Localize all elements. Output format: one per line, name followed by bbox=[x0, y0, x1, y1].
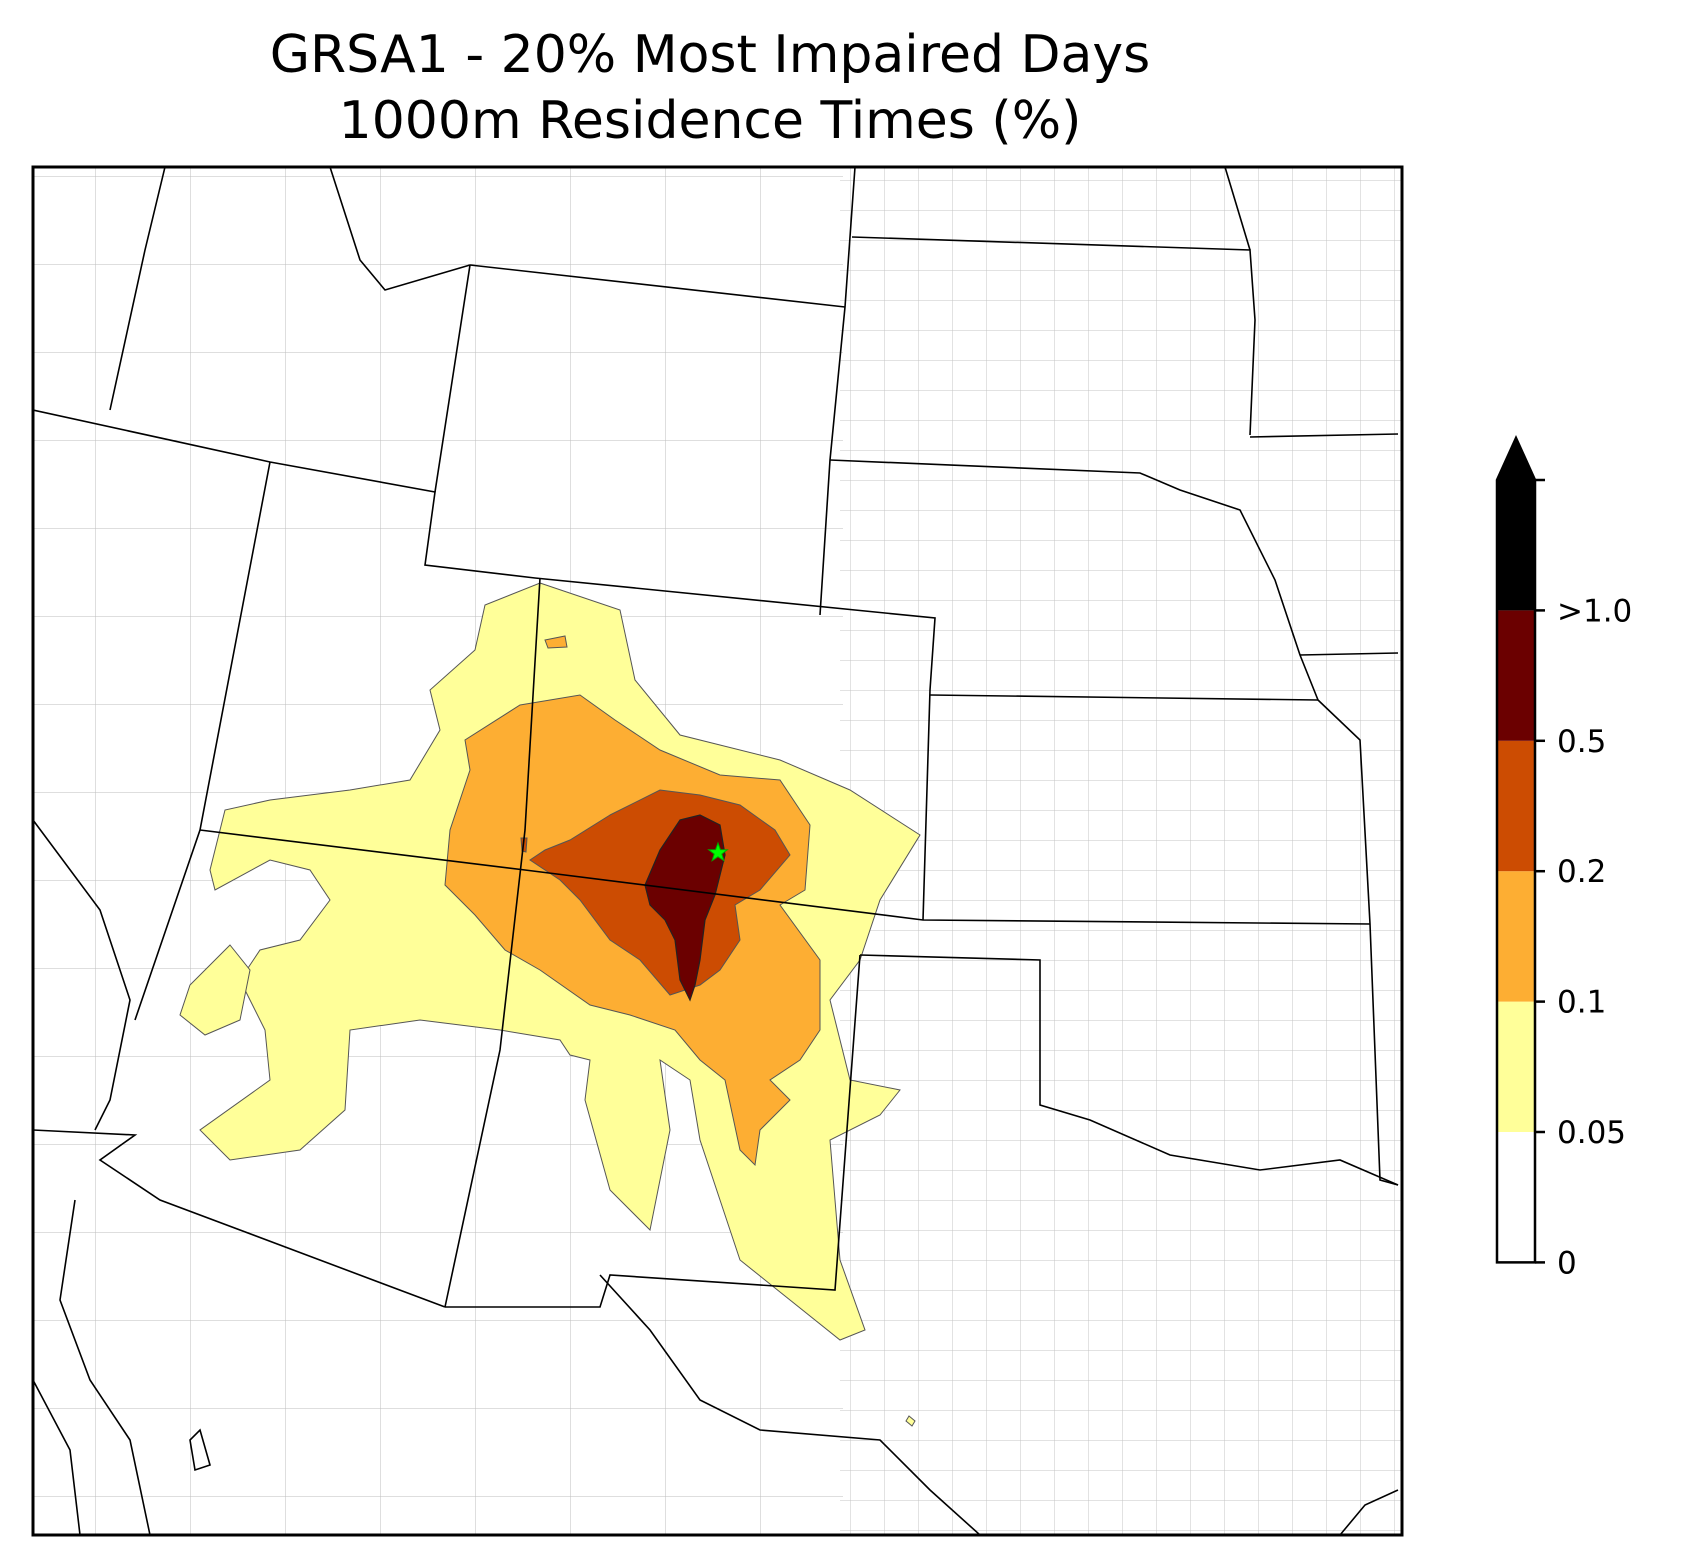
state-border bbox=[851, 236, 1256, 436]
contour-0.5 bbox=[644, 814, 726, 1002]
state-border bbox=[445, 954, 861, 1308]
colorbar-segment bbox=[1497, 480, 1535, 611]
contour-0.1-speck bbox=[544, 635, 568, 649]
map-title: GRSA1 - 20% Most Impaired Days bbox=[269, 25, 1151, 85]
contour-0.05-speck bbox=[905, 1415, 916, 1427]
state-border bbox=[33, 1379, 81, 1535]
state-border bbox=[444, 577, 541, 1308]
state-border bbox=[859, 954, 1399, 1186]
state-border bbox=[33, 1129, 446, 1308]
colorbar-tick-label: 0.1 bbox=[1557, 985, 1606, 1021]
site-marker-star bbox=[707, 841, 729, 862]
state-border bbox=[33, 819, 131, 1131]
map-area bbox=[33, 167, 1402, 1535]
state-border bbox=[33, 409, 936, 921]
state-border bbox=[599, 1274, 981, 1535]
colorbar-segment bbox=[1497, 871, 1535, 1002]
colorbar-tick-label: 0.2 bbox=[1557, 854, 1606, 890]
colorbar-tick-label: 0 bbox=[1557, 1245, 1577, 1281]
map-subtitle: 1000m Residence Times (%) bbox=[338, 91, 1082, 151]
residence-time-contours bbox=[179, 582, 921, 1427]
county-lines-east bbox=[840, 167, 1402, 1535]
state-border bbox=[1224, 167, 1251, 251]
colorbar-segment bbox=[1497, 1001, 1535, 1132]
colorbar-tick-label: >1.0 bbox=[1557, 593, 1632, 629]
state-border bbox=[109, 167, 166, 411]
colorbar-segment bbox=[1497, 740, 1535, 872]
state-border bbox=[189, 1428, 211, 1472]
map-frame bbox=[31, 165, 1404, 1537]
state-border bbox=[929, 694, 1319, 701]
state-border bbox=[1339, 1489, 1399, 1535]
colorbar-segment bbox=[1497, 610, 1535, 741]
state-border bbox=[469, 264, 846, 308]
state-border bbox=[434, 264, 471, 493]
state-border bbox=[59, 1199, 151, 1535]
state-border bbox=[165, 167, 471, 291]
contour-0.05-island bbox=[179, 944, 251, 1036]
colorbar: 0 0.05 0.1 0.2 0.5 >1.0 bbox=[1495, 434, 1632, 1281]
colorbar-tick-label: 0.05 bbox=[1557, 1115, 1626, 1151]
state-border bbox=[199, 829, 1371, 925]
colorbar-tick-label: 0.5 bbox=[1557, 724, 1606, 760]
state-border bbox=[819, 167, 856, 616]
state-boundaries bbox=[33, 167, 1399, 1535]
state-border bbox=[1249, 433, 1399, 438]
colorbar-segment bbox=[1497, 1132, 1535, 1263]
state-border bbox=[1299, 652, 1399, 656]
state-border bbox=[1317, 699, 1399, 1186]
colorbar-extend-arrow bbox=[1497, 438, 1535, 480]
